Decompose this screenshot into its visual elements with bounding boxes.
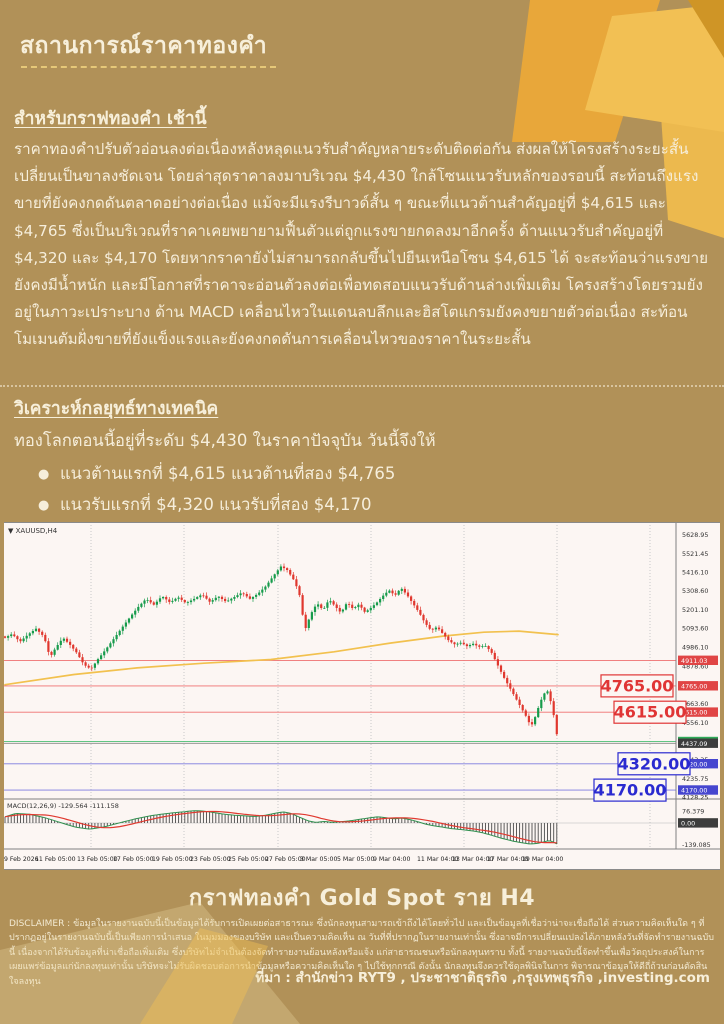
svg-text:5093.60: 5093.60	[682, 625, 708, 633]
resistance-bullet: ● แนวต้านแรกที่ $4,615 แนวต้านที่สอง $4,7…	[38, 461, 395, 487]
bullet-icon: ●	[38, 498, 50, 513]
svg-text:-139.085: -139.085	[682, 841, 711, 849]
disclaimer-text: DISCLAIMER : ข้อมูลในรายงานฉบับนี้เป็นข้…	[9, 919, 714, 987]
morning-section-body: ราคาทองคำปรับตัวอ่อนลงต่อเนื่องหลังหลุดแ…	[14, 140, 709, 349]
svg-text:4170.00: 4170.00	[681, 787, 707, 795]
svg-text:76.379: 76.379	[682, 808, 704, 816]
svg-text:4765.00: 4765.00	[601, 676, 674, 695]
svg-text:4615.00: 4615.00	[614, 703, 687, 722]
svg-text:▼ XAUUSD,H4: ▼ XAUUSD,H4	[8, 527, 58, 535]
svg-text:11 Feb 05:00: 11 Feb 05:00	[35, 856, 76, 863]
svg-text:5 Mar 05:00: 5 Mar 05:00	[337, 856, 374, 863]
chart-caption: กราฟทองคำ Gold Spot ราย H4	[188, 886, 536, 911]
svg-text:9 Mar 04:00: 9 Mar 04:00	[373, 856, 410, 863]
support-bullet-text: แนวรับแรกที่ $4,320 แนวรับที่สอง $4,170	[60, 495, 372, 514]
resistance-bullet-text: แนวต้านแรกที่ $4,615 แนวต้านที่สอง $4,76…	[60, 464, 396, 483]
strategy-section-heading: วิเคราะห์กลยุทธ์ทางเทคนิค	[14, 399, 219, 419]
svg-text:5201.10: 5201.10	[682, 606, 708, 614]
svg-text:19 Mar 04:00: 19 Mar 04:00	[522, 856, 563, 863]
svg-text:27 Feb 05:00: 27 Feb 05:00	[265, 856, 306, 863]
svg-text:9 Feb 2026: 9 Feb 2026	[4, 856, 39, 863]
candlestick-chart-canvas: 5628.95 5521.45 5416.10 5308.60 5201.10 5093.…	[4, 523, 720, 869]
svg-text:4170.00: 4170.00	[594, 781, 667, 800]
svg-text:25 Feb 05:00: 25 Feb 05:00	[228, 856, 269, 863]
price-chart: 5628.95 5521.45 5416.10 5308.60 5201.10 5093.…	[4, 522, 720, 870]
svg-text:4765.00: 4765.00	[681, 682, 707, 690]
svg-text:4235.75: 4235.75	[682, 775, 708, 783]
support-bullet: ● แนวรับแรกที่ $4,320 แนวรับที่สอง $4,170	[38, 492, 372, 518]
svg-text:4615.00: 4615.00	[681, 709, 707, 717]
svg-text:17 Feb 05:00: 17 Feb 05:00	[113, 856, 154, 863]
title-dashed-divider	[21, 66, 276, 68]
bullet-icon: ●	[38, 467, 50, 482]
svg-text:4986.10: 4986.10	[682, 644, 708, 652]
source-line: ที่มา : สำนักข่าว RYT9 , ประชาชาติธุรกิจ…	[255, 970, 710, 986]
svg-text:17 Mar 04:00: 17 Mar 04:00	[487, 856, 528, 863]
svg-text:3 Mar 05:00: 3 Mar 05:00	[300, 856, 337, 863]
svg-text:5416.10: 5416.10	[682, 568, 708, 576]
svg-text:4320.00: 4320.00	[681, 760, 707, 768]
svg-text:4128.25: 4128.25	[682, 794, 708, 802]
svg-text:4663.60: 4663.60	[682, 700, 708, 708]
svg-text:5308.60: 5308.60	[682, 587, 708, 595]
svg-text:4556.10: 4556.10	[682, 719, 708, 727]
svg-text:19 Feb 05:00: 19 Feb 05:00	[152, 856, 193, 863]
page-title: สถานการณ์ราคาทองคำ	[20, 33, 268, 59]
svg-text:13 Feb 05:00: 13 Feb 05:00	[77, 856, 118, 863]
svg-text:4878.60: 4878.60	[682, 662, 708, 670]
svg-text:23 Feb 05:00: 23 Feb 05:00	[190, 856, 231, 863]
morning-section-heading: สำหรับกราฟทองคำ เช้านี้	[14, 109, 207, 129]
svg-text:MACD(12,26,9) -129.564 -111.15: MACD(12,26,9) -129.564 -111.158	[7, 802, 119, 810]
svg-text:4320.00: 4320.00	[618, 754, 691, 773]
svg-text:4437.09: 4437.09	[681, 740, 707, 748]
svg-text:0.00: 0.00	[681, 820, 695, 828]
svg-text:4911.03: 4911.03	[681, 657, 707, 665]
svg-text:11 Mar 04:00: 11 Mar 04:00	[417, 856, 458, 863]
svg-text:5521.45: 5521.45	[682, 550, 708, 558]
dotted-divider	[0, 385, 724, 387]
strategy-intro-line: ทองโลกตอนนี้อยู่ที่ระดับ $4,430 ในราคาปั…	[14, 431, 436, 450]
svg-text:13 Mar 04:00: 13 Mar 04:00	[452, 856, 493, 863]
svg-text:5628.95: 5628.95	[682, 531, 708, 539]
